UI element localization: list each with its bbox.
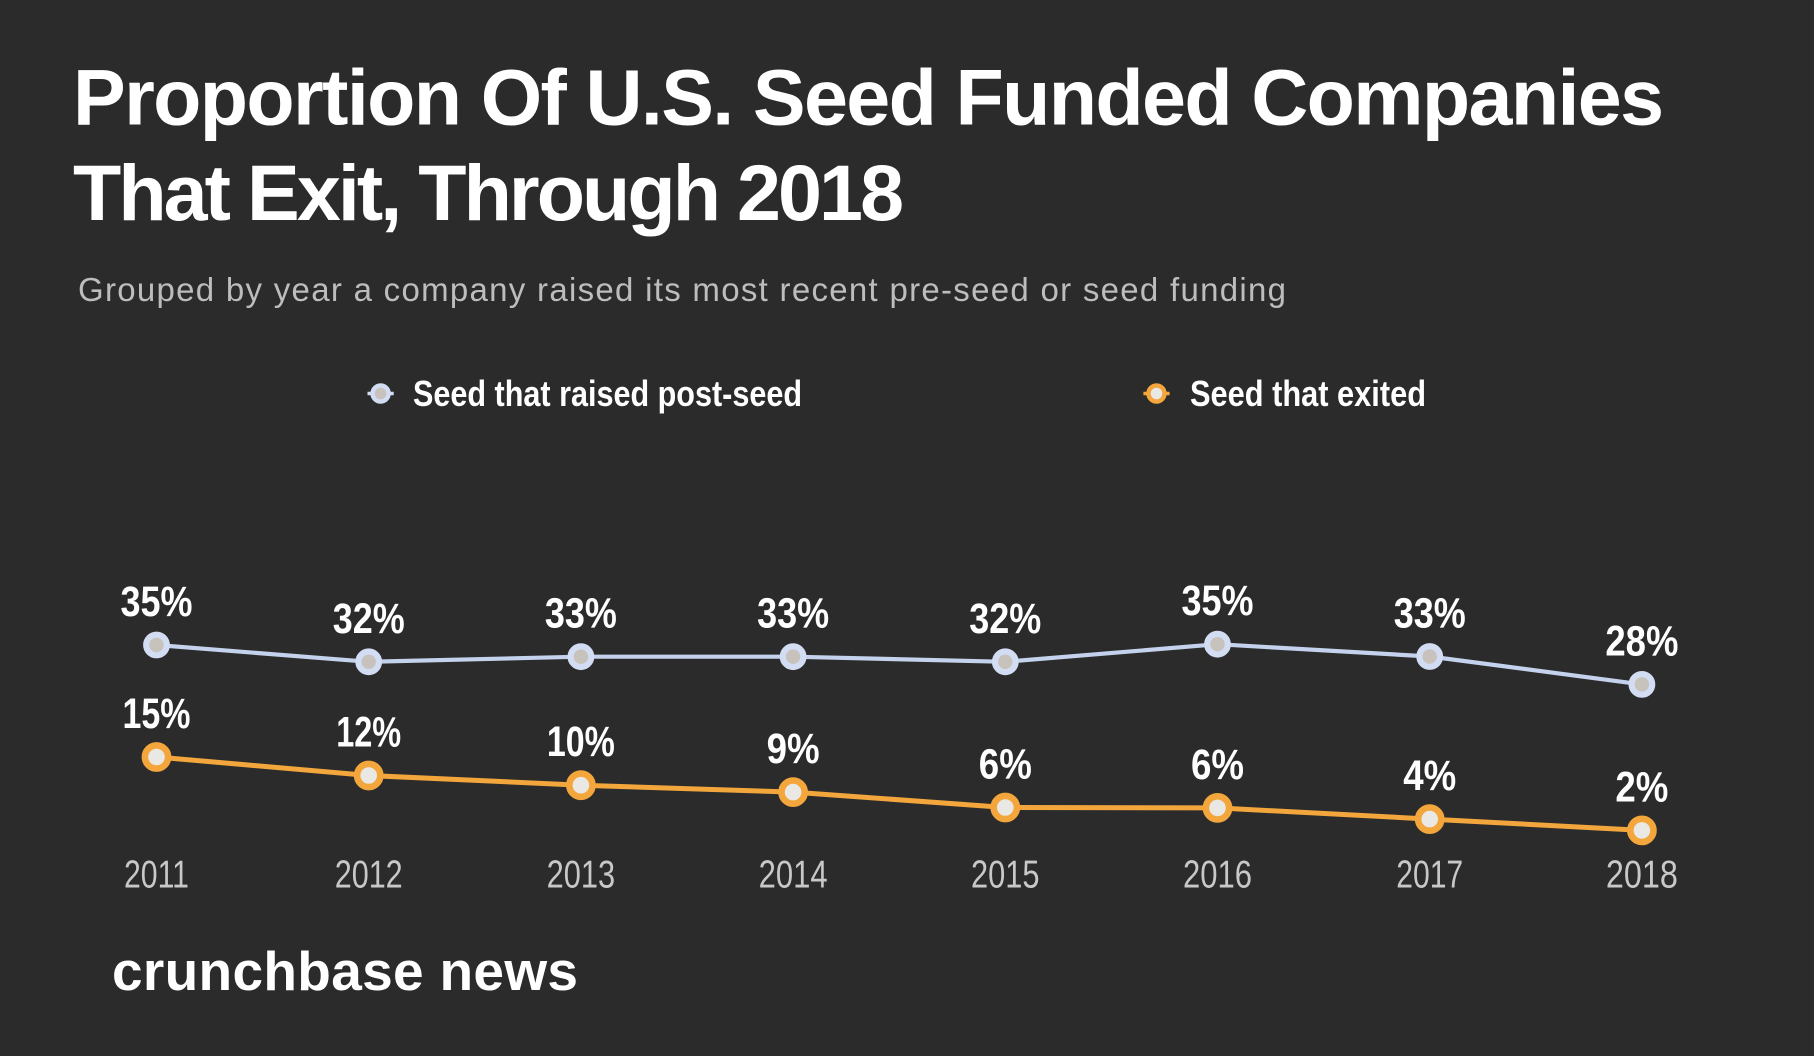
svg-text:35%: 35% [121, 578, 193, 626]
svg-text:9%: 9% [767, 725, 820, 773]
svg-text:2013: 2013 [547, 853, 616, 896]
svg-text:2018: 2018 [1606, 853, 1678, 896]
svg-text:35%: 35% [1182, 577, 1254, 625]
svg-text:Grouped by year a company rais: Grouped by year a company raised its mos… [78, 271, 1286, 308]
svg-text:2012: 2012 [335, 853, 403, 896]
svg-text:33%: 33% [545, 590, 617, 638]
svg-text:2%: 2% [1615, 763, 1668, 811]
svg-text:15%: 15% [123, 690, 191, 738]
svg-text:2011: 2011 [124, 853, 189, 896]
svg-text:4%: 4% [1403, 752, 1456, 800]
svg-text:2017: 2017 [1396, 853, 1463, 896]
svg-text:Proportion Of U.S. Seed Funded: Proportion Of U.S. Seed Funded Companies [73, 53, 1664, 142]
svg-text:32%: 32% [333, 595, 405, 643]
svg-text:Seed that raised post-seed: Seed that raised post-seed [413, 373, 802, 414]
svg-text:crunchbase news: crunchbase news [112, 940, 578, 1002]
svg-text:6%: 6% [1191, 741, 1244, 789]
svg-text:2015: 2015 [971, 853, 1040, 896]
svg-text:That Exit, Through 2018: That Exit, Through 2018 [73, 148, 904, 237]
svg-text:33%: 33% [757, 590, 829, 638]
svg-text:12%: 12% [336, 709, 401, 757]
svg-text:28%: 28% [1605, 617, 1678, 665]
svg-text:2016: 2016 [1183, 853, 1252, 896]
svg-text:10%: 10% [547, 718, 615, 766]
svg-text:Seed that exited: Seed that exited [1190, 373, 1426, 414]
svg-text:6%: 6% [979, 741, 1032, 789]
svg-text:32%: 32% [969, 595, 1041, 643]
svg-text:2014: 2014 [759, 853, 828, 896]
svg-text:33%: 33% [1394, 590, 1466, 638]
